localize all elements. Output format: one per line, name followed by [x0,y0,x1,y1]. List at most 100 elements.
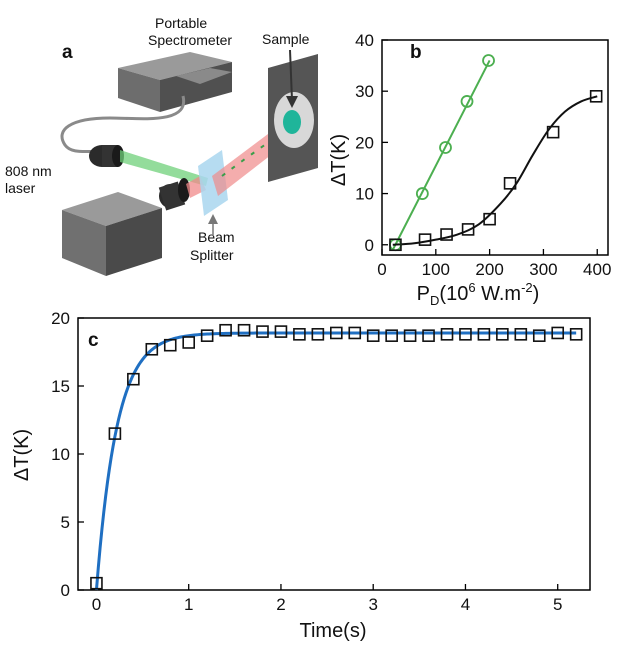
c-xtick-label: 5 [553,595,562,614]
chart-b-point-s1-3 [461,223,475,236]
sample-label: Sample [262,31,310,47]
chart-c-point-3 [145,342,159,356]
chart-b-fits [391,60,598,251]
c-ytick-label: 10 [51,445,70,464]
chart-c-point-10 [274,325,288,338]
spectrometer-label-line1: Portable [155,15,207,31]
b-ytick-label: 40 [355,31,374,50]
splitter-label-line1: Beam [198,229,235,245]
chart-c-point-18 [422,329,435,342]
chart-c-ticks: 0 1 2 3 4 5 0 5 10 15 20 [51,309,562,614]
spectrometer-box [118,52,232,112]
laser-lens [158,178,190,211]
chart-b-point-s1-0 [389,238,402,252]
chart-c-point-2 [127,372,140,386]
chart-c: c 0 1 2 3 4 5 0 5 10 15 20 ΔT(K) Time(s) [11,309,591,642]
chart-b-point-s1-2 [440,228,453,241]
chart-c-point-19 [440,328,454,341]
c-xtick-label: 4 [461,595,470,614]
chart-c-point-5 [182,336,196,349]
chart-c-point-26 [569,328,583,341]
chart-c-point-16 [385,329,398,342]
panel-letter-b: b [410,42,422,63]
chart-b-point-s0-3 [460,95,474,108]
c-ytick-label: 5 [61,513,70,532]
chart-b-point-s1-5 [503,177,517,190]
b-xtick-label: 0 [377,260,386,279]
c-ytick-label: 15 [51,377,70,396]
b-xtick-label: 200 [475,260,503,279]
chart-c-point-11 [293,328,306,341]
laser-label-line2: laser [5,180,36,196]
chart-b-point-s1-1 [418,233,432,246]
chart-c-point-23 [514,328,528,341]
chart-c-fit-curve [94,331,577,591]
laser-box [62,192,162,276]
b-ytick-label: 30 [355,82,374,101]
chart-b-point-s0-2 [439,141,452,154]
b-xtick-label: 300 [529,260,557,279]
b-xtick-label: 400 [583,260,611,279]
fiber-cable [60,95,186,154]
c-ytick-label: 20 [51,309,70,328]
setup-diagram: a Portable Spectrometer Sample 808 nm la… [5,15,318,276]
chart-c-point-8 [237,323,251,337]
c-xtick-label: 2 [276,595,285,614]
chart-b-xlabel: PD(106 W.m-2) [417,280,540,308]
c-ytick-label: 0 [61,581,70,600]
chart-c-point-14 [348,326,362,340]
panel-letter-a: a [62,42,73,63]
chart-c-point-12 [311,328,325,341]
chart-b-marks [389,54,603,252]
chart-c-fits [94,331,577,591]
b-ytick-label: 0 [365,236,374,255]
splitter-arrow-head [208,214,218,224]
chart-c-point-21 [477,328,491,341]
c-xtick-label: 0 [92,595,101,614]
sample-arrow-head [286,96,298,108]
chart-b-frame [381,39,609,256]
chart-b-point-s1-6 [546,125,560,139]
chart-b-ticks: 0 100 200 300 400 0 10 20 30 40 [355,31,611,279]
chart-c-point-6 [200,329,214,342]
chart-c-point-1 [108,427,122,440]
chart-b-fit-line [391,60,491,251]
sample-plate [268,54,318,182]
detector-lens [89,145,124,167]
signal-beam [120,150,208,186]
chart-b-point-s1-7 [589,90,603,103]
beam-splitter [198,150,228,216]
chart-c-point-20 [459,328,472,341]
b-xtick-label: 100 [422,260,450,279]
chart-c-point-17 [403,329,417,342]
chart-b-point-s0-4 [482,54,495,67]
chart-c-ylabel: ΔT(K) [11,429,33,481]
panel-letter-c: c [88,330,99,351]
chart-c-marks [90,323,583,590]
b-ytick-label: 20 [355,133,374,152]
chart-c-xlabel: Time(s) [299,620,366,642]
splitter-label-line2: Splitter [190,247,234,263]
chart-b-ylabel: ΔT(K) [328,134,350,186]
chart-c-point-0 [90,576,103,590]
chart-b-point-s0-1 [415,187,429,200]
chart-c-point-24 [532,329,546,342]
chart-b-point-s1-4 [483,212,496,226]
sample-arrow [289,49,293,101]
chart-c-point-22 [496,328,509,341]
spectrometer-label-line2: Spectrometer [148,32,232,48]
b-ytick-label: 10 [355,185,374,204]
c-xtick-label: 3 [368,595,377,614]
chart-c-point-4 [163,338,177,352]
chart-c-point-13 [330,326,343,340]
chart-c-point-25 [551,326,565,340]
chart-c-point-7 [219,323,232,337]
chart-c-point-15 [366,329,380,342]
chart-c-point-9 [256,325,269,338]
chart-b: b 0 100 200 300 400 0 10 20 30 40 ΔT(K) PD(106 W.… [328,31,611,308]
chart-c-frame [77,317,591,591]
chart-b-fit-curve [392,95,598,246]
laser-label-line1: 808 nm [5,163,52,179]
c-xtick-label: 1 [184,595,193,614]
